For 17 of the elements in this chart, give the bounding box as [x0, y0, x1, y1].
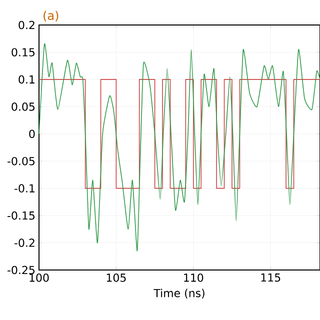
y-tick-label: -0.2: [14, 238, 34, 247]
y-tick-label: 0.2: [18, 20, 34, 30]
x-tick-label: 110: [184, 274, 204, 282]
y-tick-label: -0.25: [8, 266, 35, 274]
y-tick-label: -0.1: [14, 184, 34, 192]
x-tick-label: 100: [30, 274, 49, 282]
x-axis-title: Time (ns): [154, 288, 204, 299]
y-tick-label: 0.05: [12, 102, 35, 111]
y-tick-label: -0.15: [8, 211, 35, 220]
x-tick-label: 115: [261, 274, 280, 282]
y-tick-label: 0.15: [12, 48, 35, 56]
text: (a): [44, 10, 58, 22]
y-tick-label: 0: [29, 130, 35, 138]
x-tick-label: 105: [106, 274, 126, 282]
y-tick-label: 0.1: [18, 75, 34, 84]
line-series: [38, 44, 320, 252]
y-tick-label: -0.05: [8, 156, 35, 166]
